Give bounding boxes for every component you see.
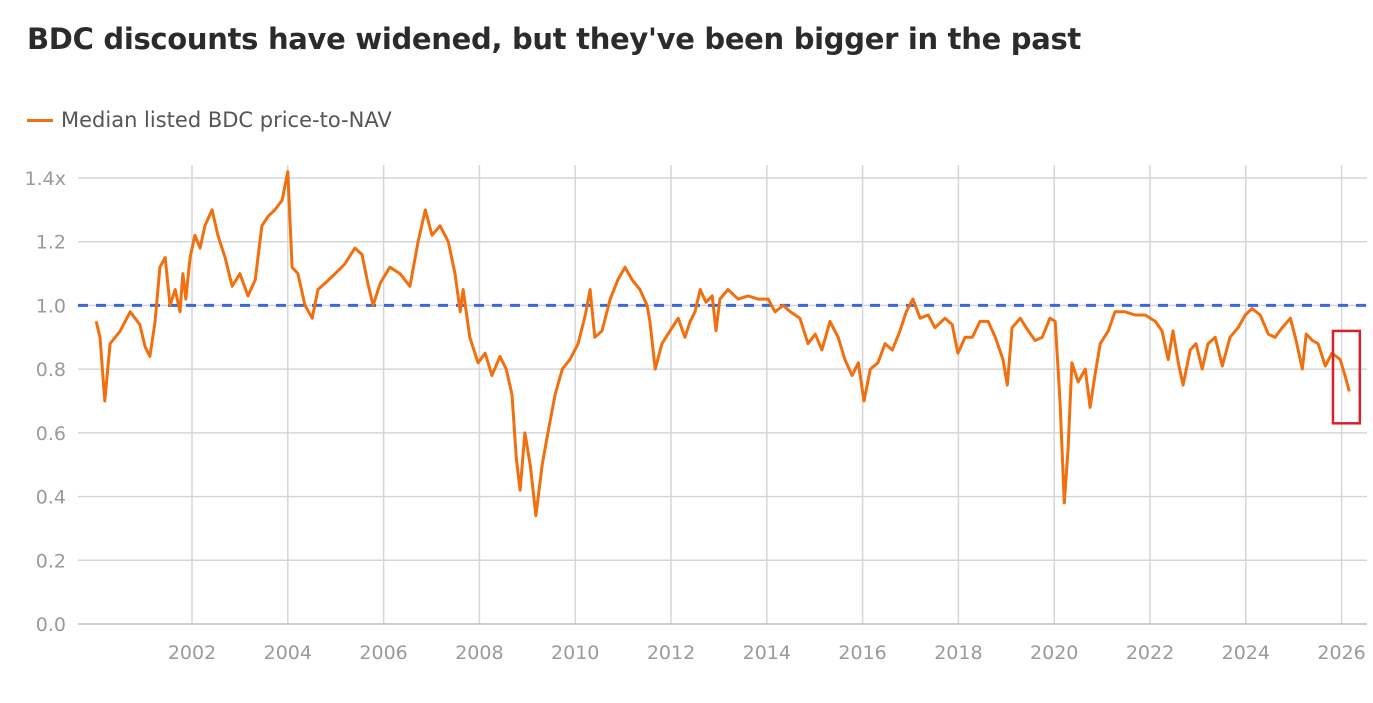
legend: Median listed BDC price-to-NAV xyxy=(27,108,392,132)
x-tick-label: 2016 xyxy=(838,642,886,664)
x-tick-label: 2012 xyxy=(647,642,695,664)
y-tick-label: 1.2 xyxy=(36,232,66,254)
legend-swatch xyxy=(27,118,53,122)
y-tick-label: 0.0 xyxy=(36,614,66,636)
x-tick-label: 2008 xyxy=(455,642,503,664)
x-tick-label: 2022 xyxy=(1126,642,1174,664)
x-tick-label: 2020 xyxy=(1030,642,1078,664)
y-tick-label: 1.0 xyxy=(36,295,66,317)
y-tick-label: 0.6 xyxy=(36,423,66,445)
x-tick-label: 2010 xyxy=(551,642,599,664)
x-tick-label: 2006 xyxy=(359,642,407,664)
chart-title: BDC discounts have widened, but they've … xyxy=(27,22,1081,56)
y-tick-label: 1.4x xyxy=(25,168,66,190)
x-tick-label: 2014 xyxy=(743,642,791,664)
y-tick-label: 0.2 xyxy=(36,550,66,572)
x-tick-label: 2018 xyxy=(934,642,982,664)
x-tick-label: 2002 xyxy=(168,642,216,664)
x-tick-label: 2004 xyxy=(264,642,312,664)
y-tick-label: 0.8 xyxy=(36,359,66,381)
x-tick-label: 2024 xyxy=(1222,642,1270,664)
y-tick-label: 0.4 xyxy=(36,487,66,509)
legend-label: Median listed BDC price-to-NAV xyxy=(61,108,392,132)
x-tick-label: 2026 xyxy=(1317,642,1365,664)
series-line-price-to-nav xyxy=(94,170,1351,518)
highlight-box xyxy=(1331,329,1362,425)
